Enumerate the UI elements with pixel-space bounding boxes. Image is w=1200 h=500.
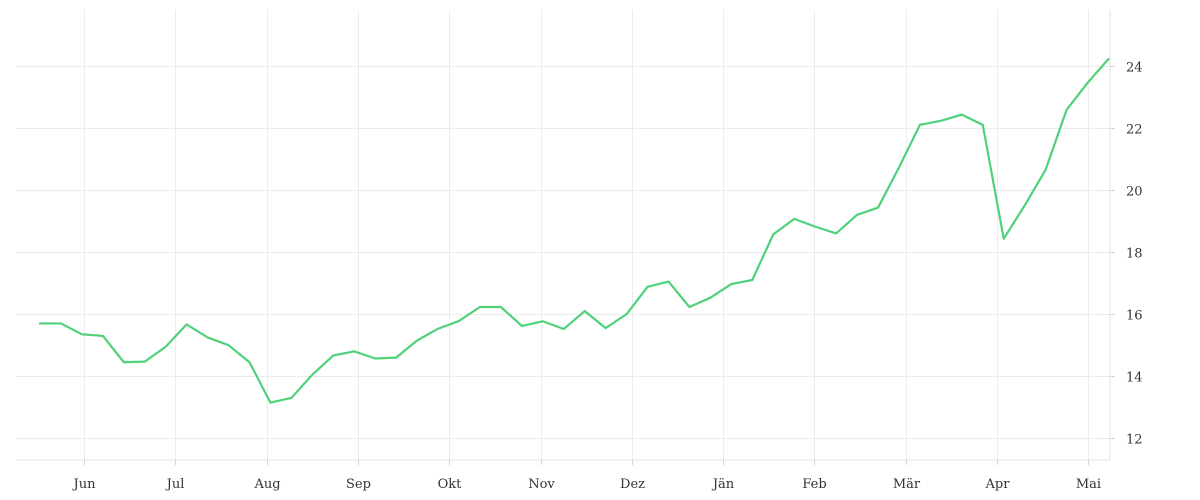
y-tick-label: 18 bbox=[1126, 247, 1143, 262]
y-tick-label: 20 bbox=[1126, 185, 1143, 200]
y-tick-label: 12 bbox=[1126, 433, 1143, 448]
x-tick-label: Jul bbox=[165, 477, 185, 492]
x-tick-label: Nov bbox=[528, 477, 555, 492]
y-axis-ticks: 12 14 16 18 20 22 24 bbox=[1110, 61, 1143, 448]
x-tick-label: Sep bbox=[346, 477, 371, 492]
series-group bbox=[38, 57, 1110, 404]
series-line bbox=[38, 57, 1110, 404]
x-tick-label: Apr bbox=[985, 477, 1011, 492]
y-tick-label: 16 bbox=[1126, 309, 1143, 324]
y-tick-label: 22 bbox=[1126, 123, 1143, 138]
vertical-gridlines bbox=[84, 10, 1089, 460]
x-tick-label: Okt bbox=[438, 477, 463, 492]
x-tick-label: Mär bbox=[893, 477, 921, 492]
horizontal-gridlines bbox=[16, 66, 1110, 439]
x-tick-label: Mai bbox=[1076, 477, 1101, 492]
x-tick-label: Dez bbox=[620, 477, 645, 492]
x-tick-label: Jän bbox=[711, 477, 735, 492]
y-tick-label: 24 bbox=[1126, 61, 1143, 76]
x-axis-ticks: Jun Jul Aug Sep Okt Nov Dez Jän Feb Mär Apr Mai bbox=[72, 460, 1101, 492]
x-tick-label: Feb bbox=[802, 477, 826, 492]
y-tick-label: 14 bbox=[1126, 371, 1143, 386]
x-tick-label: Jun bbox=[72, 477, 97, 492]
x-tick-label: Aug bbox=[253, 477, 280, 492]
